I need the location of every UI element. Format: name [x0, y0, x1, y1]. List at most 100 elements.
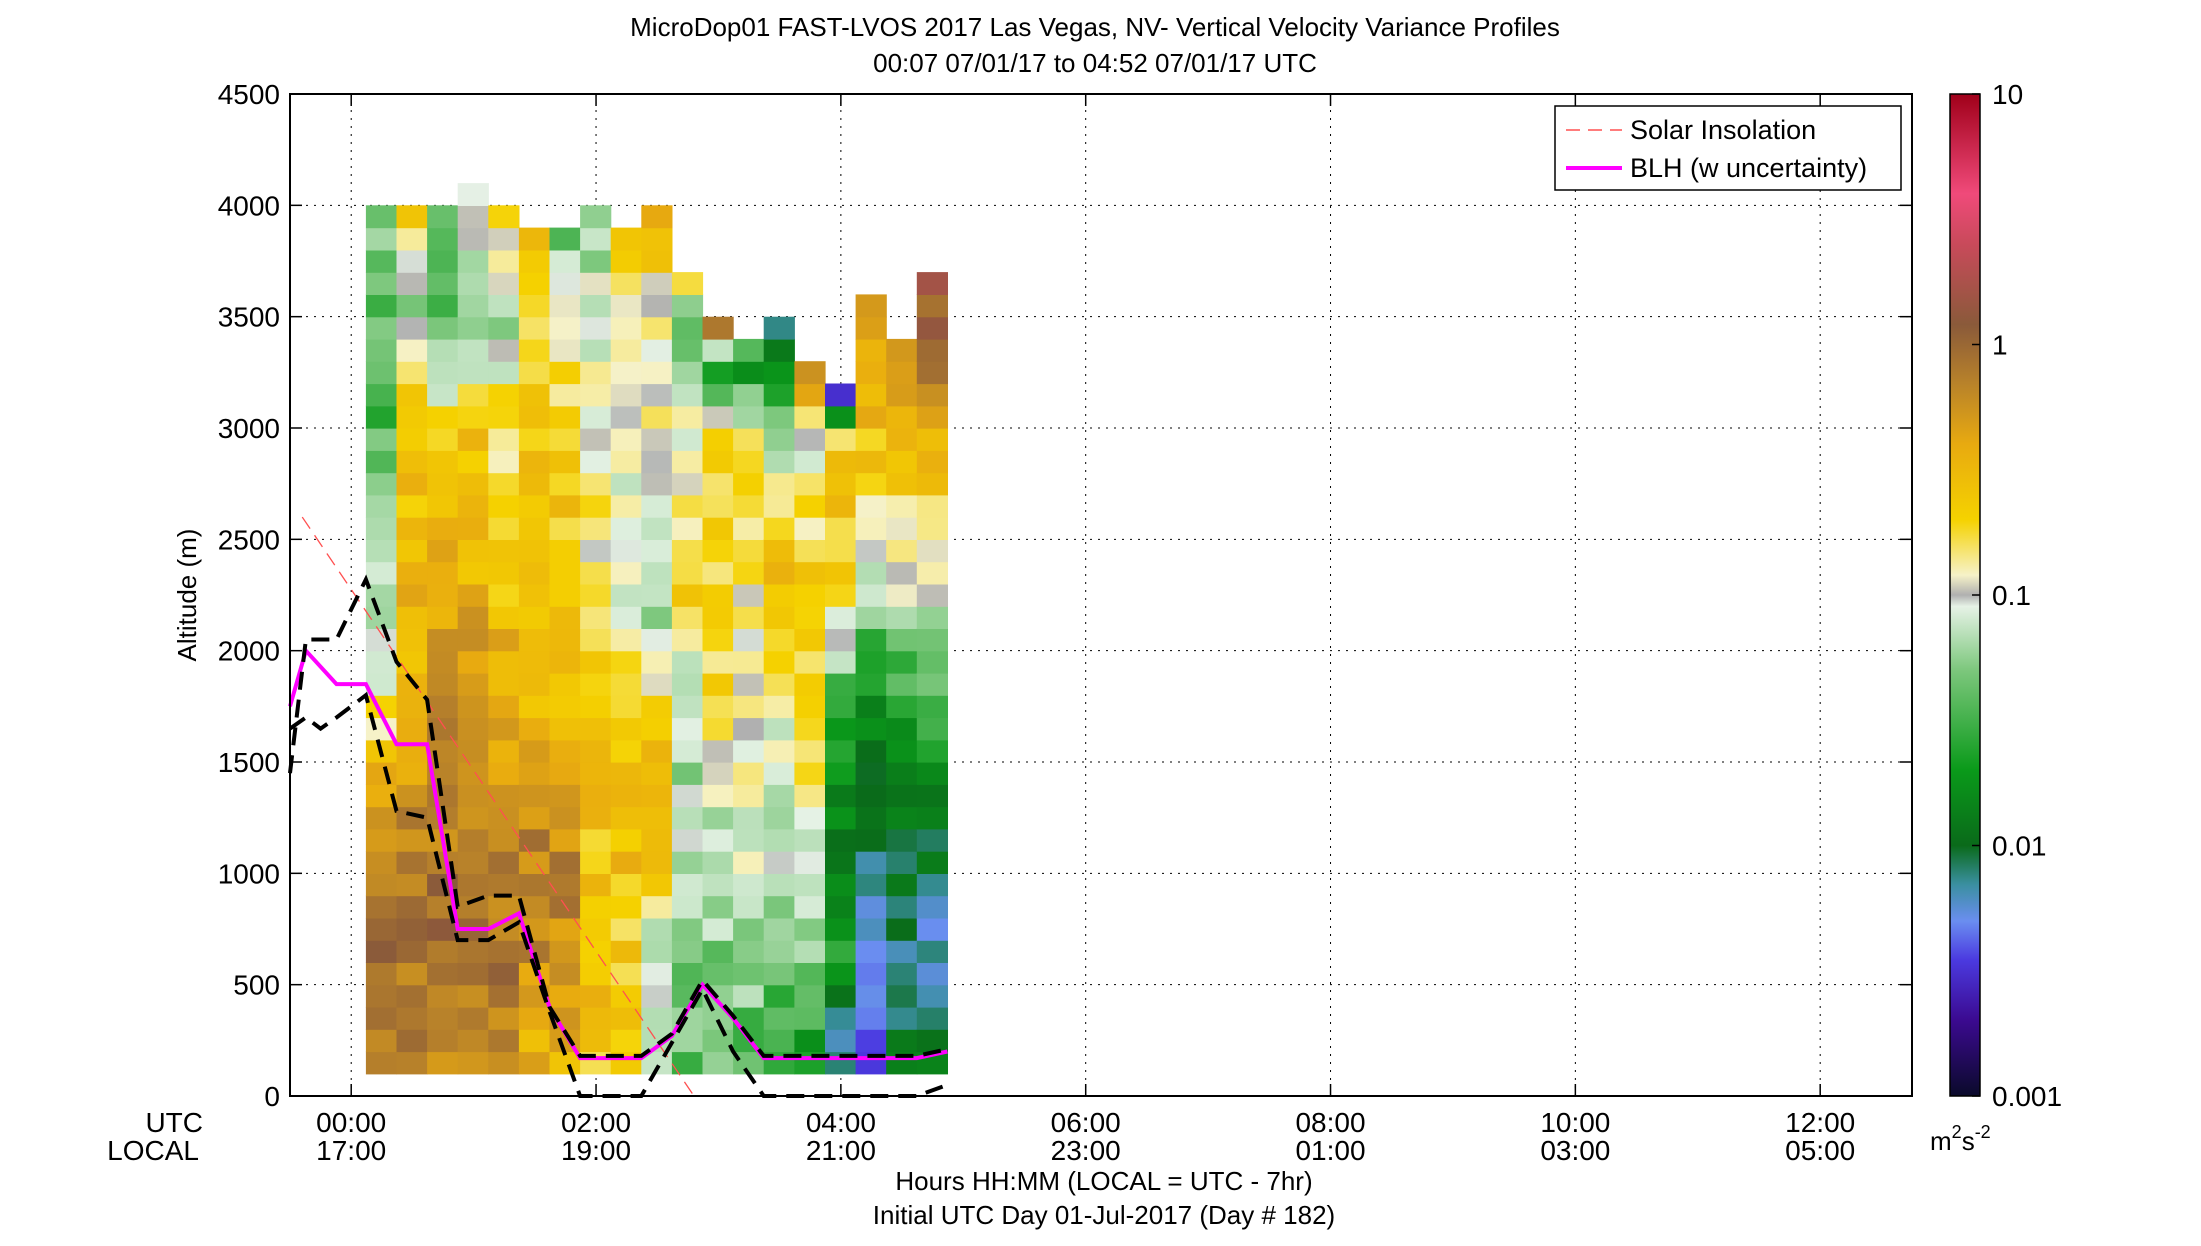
variance-cell: [702, 539, 734, 563]
variance-cell: [427, 294, 459, 318]
variance-cell: [916, 494, 948, 518]
variance-cell: [488, 1051, 520, 1075]
variance-cell: [457, 628, 489, 652]
variance-cell: [580, 672, 612, 696]
variance-cell: [610, 851, 642, 874]
variance-cell: [855, 695, 887, 719]
variance-cell: [916, 917, 948, 941]
colorbar-unit-base: m: [1930, 1126, 1952, 1156]
variance-cell: [886, 672, 918, 696]
variance-cell: [825, 650, 857, 674]
variance-cell: [610, 695, 642, 719]
variance-cell: [610, 828, 642, 852]
variance-cell: [365, 428, 398, 451]
chart-subtitle: 00:07 07/01/17 to 04:52 07/01/17 UTC: [873, 48, 1317, 78]
variance-cell: [518, 739, 551, 763]
variance-cell: [457, 205, 489, 229]
variance-cell: [825, 672, 857, 696]
variance-cell: [825, 472, 857, 496]
variance-cell: [396, 272, 428, 295]
variance-cell: [733, 583, 765, 607]
variance-cell: [427, 1051, 459, 1075]
variance-cell: [671, 962, 704, 986]
variance-cell: [763, 1006, 795, 1030]
variance-cell: [549, 784, 581, 808]
variance-cell: [641, 561, 673, 585]
y-axis-label: Altitude (m): [172, 529, 202, 662]
variance-cell: [702, 316, 734, 340]
variance-cell: [427, 227, 459, 251]
variance-cell: [427, 628, 459, 652]
variance-cell: [855, 851, 887, 874]
x-tick-label-local: 21:00: [806, 1135, 876, 1166]
variance-cell: [855, 606, 887, 629]
variance-cell: [855, 628, 887, 652]
variance-cell: [733, 428, 765, 451]
variance-cell: [427, 316, 459, 340]
variance-cell: [733, 828, 765, 852]
variance-cell: [886, 917, 918, 941]
variance-cell: [825, 940, 857, 963]
variance-cell: [641, 539, 673, 563]
variance-cell: [580, 806, 612, 830]
variance-cell: [794, 940, 826, 963]
variance-cell: [763, 494, 795, 518]
variance-cell: [580, 962, 612, 986]
variance-cell: [488, 338, 520, 362]
variance-cell: [549, 405, 581, 429]
variance-cell: [671, 272, 704, 295]
variance-cell: [396, 583, 428, 607]
variance-cell: [763, 695, 795, 719]
y-tick-label: 500: [233, 970, 280, 1001]
variance-cell: [794, 762, 826, 785]
variance-cell: [396, 695, 428, 719]
variance-cell: [365, 672, 398, 696]
variance-cell: [457, 851, 489, 874]
variance-cell: [457, 1051, 489, 1075]
variance-cell: [580, 517, 612, 540]
variance-cell: [825, 606, 857, 629]
colorbar-tick-label: 1: [1992, 330, 2008, 361]
plot-frame: [289, 93, 1913, 1097]
variance-cell: [855, 316, 887, 340]
variance-cell: [825, 962, 857, 986]
variance-cell: [641, 762, 673, 785]
variance-cell: [794, 873, 826, 897]
y-tick-label: 2500: [218, 524, 280, 555]
variance-cell: [580, 851, 612, 874]
variance-cell: [610, 405, 642, 429]
variance-cell: [855, 828, 887, 852]
variance-cell: [518, 628, 551, 652]
variance-cell: [733, 940, 765, 963]
variance-cell: [641, 316, 673, 340]
variance-cell: [855, 338, 887, 362]
variance-cell: [702, 784, 734, 808]
variance-cell: [733, 606, 765, 629]
variance-cell: [488, 962, 520, 986]
variance-cell: [886, 383, 918, 407]
variance-cell: [549, 383, 581, 407]
variance-cell: [365, 873, 398, 897]
variance-cell: [886, 583, 918, 607]
variance-cell: [427, 428, 459, 451]
variance-cell: [763, 428, 795, 451]
variance-cell: [488, 873, 520, 897]
variance-cell: [488, 294, 520, 318]
variance-cell: [580, 338, 612, 362]
variance-cell: [518, 1006, 551, 1030]
variance-cell: [763, 606, 795, 629]
variance-cell: [488, 517, 520, 540]
variance-cell: [641, 917, 673, 941]
variance-cell: [427, 361, 459, 385]
variance-cell: [641, 428, 673, 451]
variance-cell: [916, 539, 948, 563]
variance-cell: [763, 561, 795, 585]
variance-cell: [365, 338, 398, 362]
variance-cell: [916, 338, 948, 362]
variance-cell: [427, 539, 459, 563]
variance-cell: [641, 517, 673, 540]
variance-cell: [641, 784, 673, 808]
variance-cell: [641, 383, 673, 407]
